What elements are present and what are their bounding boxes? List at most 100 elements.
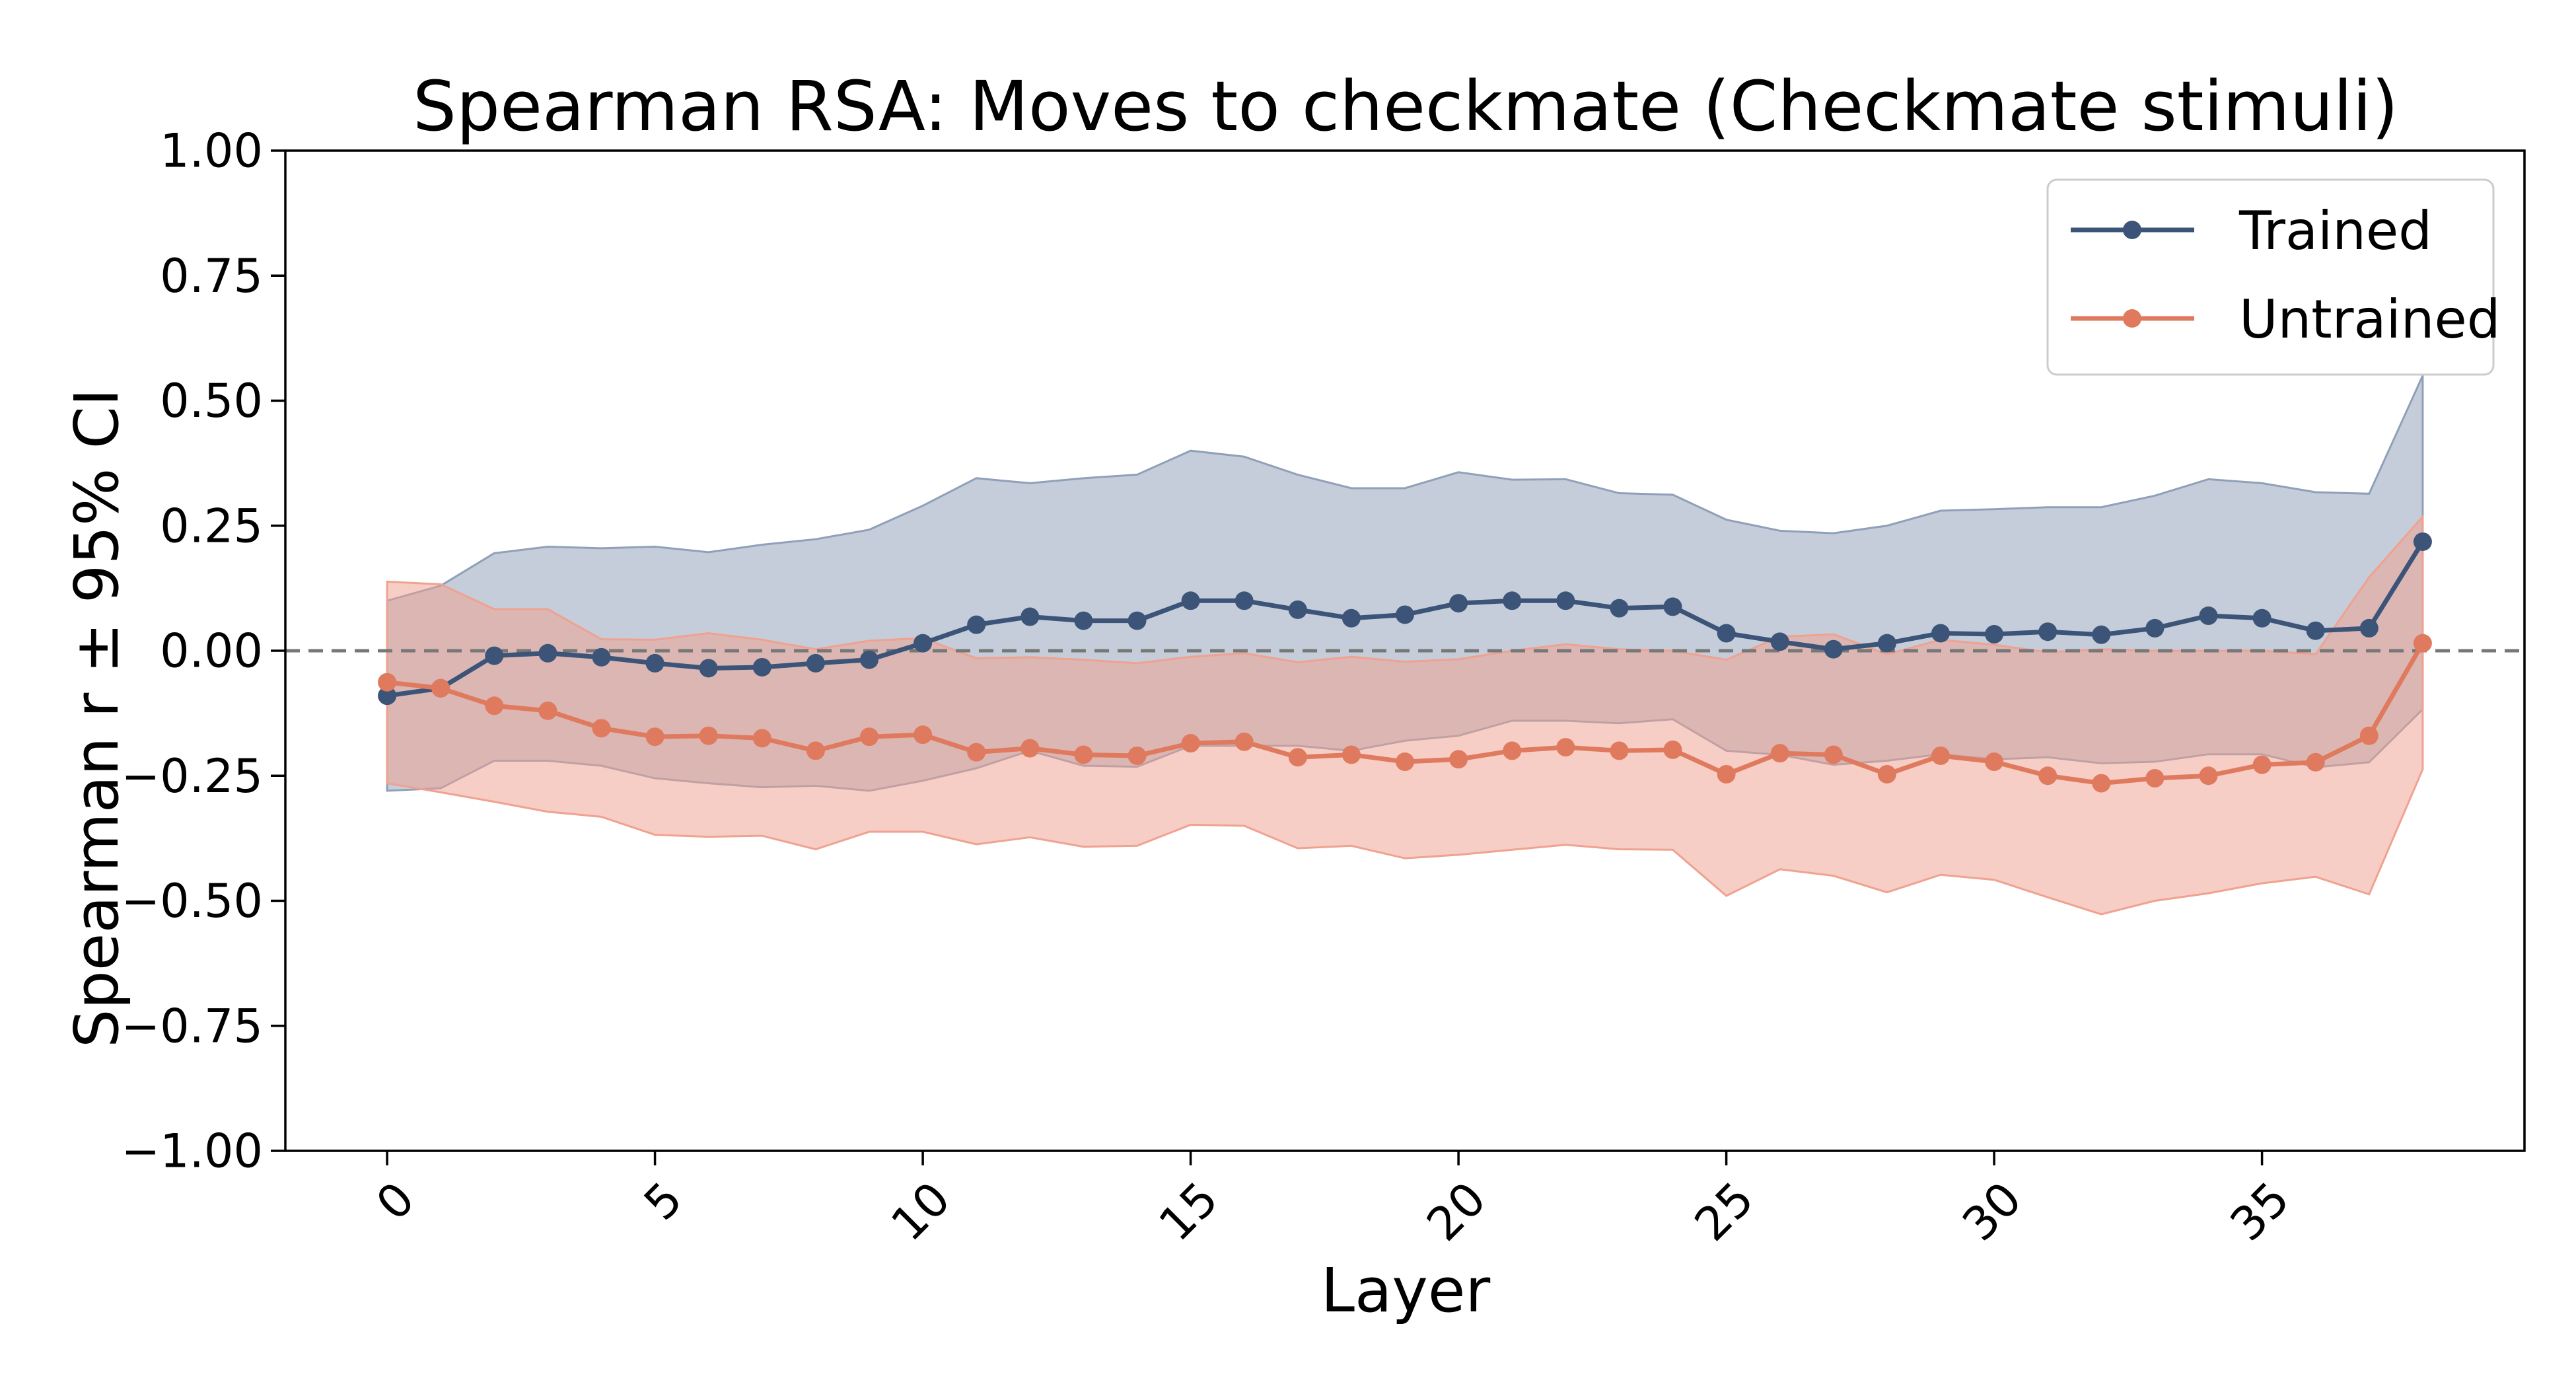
point-trained-layer-8 [806,653,825,673]
point-untrained-layer-33 [2145,769,2165,788]
legend-marker-untrained [2123,309,2141,328]
series-lines [378,532,2432,793]
series-trained [378,532,2432,706]
point-untrained-layer-26 [1770,744,1789,763]
y-tick-label: −0.75 [121,999,263,1053]
point-trained-layer-11 [967,615,986,634]
point-untrained-layer-22 [1556,738,1575,757]
x-tick-label: 35 [2220,1171,2300,1251]
point-trained-layer-2 [485,646,504,665]
point-untrained-layer-16 [1234,732,1254,751]
point-trained-layer-24 [1663,597,1682,616]
point-untrained-layer-37 [2359,726,2379,745]
x-axis-ticks: 0 5 10 15 20 25 30 35 [366,1151,2300,1251]
y-tick-label: 0.50 [160,374,263,428]
x-tick-label: 5 [633,1171,692,1230]
point-untrained-layer-29 [1931,746,1950,765]
point-untrained-layer-25 [1717,764,1736,784]
point-trained-layer-19 [1396,605,1414,624]
point-untrained-layer-18 [1342,745,1361,764]
point-untrained-layer-30 [1985,752,2004,772]
point-untrained-layer-0 [378,673,397,692]
point-untrained-layer-15 [1181,734,1200,753]
point-trained-layer-4 [592,647,611,667]
point-trained-layer-5 [645,653,664,673]
legend-label-trained: Trained [2238,200,2432,262]
chart-title: Spearman RSA: Moves to checkmate (Checkm… [413,66,2398,147]
point-trained-layer-13 [1074,611,1093,630]
point-untrained-layer-1 [431,678,450,698]
point-untrained-layer-12 [1020,739,1040,758]
point-trained-layer-27 [1824,640,1843,659]
point-trained-layer-32 [2092,625,2111,644]
point-untrained-layer-19 [1396,752,1414,772]
point-trained-layer-16 [1234,591,1254,610]
point-untrained-layer-27 [1824,745,1843,764]
legend-label-untrained: Untrained [2239,289,2500,350]
point-trained-layer-12 [1020,607,1040,626]
point-trained-layer-28 [1877,634,1896,653]
point-trained-layer-20 [1449,594,1468,613]
point-trained-layer-25 [1717,624,1736,643]
point-trained-layer-29 [1931,624,1950,643]
x-tick-label: 30 [1952,1171,2032,1251]
point-trained-layer-33 [2145,618,2165,638]
ci-bands [386,375,2424,916]
point-untrained-layer-20 [1449,750,1468,769]
point-untrained-layer-2 [485,696,504,715]
point-untrained-layer-9 [859,727,878,747]
point-untrained-layer-13 [1074,745,1093,764]
point-trained-layer-7 [752,657,771,677]
point-untrained-layer-35 [2252,755,2272,774]
x-axis-label: Layer [1321,1255,1491,1326]
x-tick-label: 25 [1684,1171,1764,1251]
y-tick-label: 0.25 [160,499,263,553]
point-trained-layer-9 [859,650,878,669]
ci-band-untrained [386,514,2424,916]
point-untrained-layer-6 [699,726,718,745]
point-trained-layer-0 [378,686,397,706]
point-trained-layer-3 [538,643,557,663]
point-untrained-layer-5 [645,727,664,747]
y-tick-label: −1.00 [121,1124,263,1179]
y-axis-ticks: −1.00 −0.75 −0.50 −0.25 0.00 0.25 0.50 0.75 1.00 [121,124,285,1179]
point-untrained-layer-38 [2413,634,2432,653]
point-untrained-layer-11 [967,743,986,762]
x-tick-label: 20 [1416,1171,1496,1251]
point-trained-layer-22 [1556,591,1575,610]
point-untrained-layer-31 [2038,766,2057,786]
point-untrained-layer-36 [2306,752,2325,772]
point-untrained-layer-4 [592,719,611,738]
y-axis-label: Spearman r ± 95% CI [61,388,132,1048]
point-trained-layer-26 [1770,632,1789,651]
y-tick-label: 0.00 [160,624,263,678]
point-untrained-layer-3 [538,701,557,720]
point-trained-layer-31 [2038,622,2057,641]
point-untrained-layer-7 [752,729,771,748]
point-untrained-layer-24 [1663,740,1682,759]
point-trained-layer-36 [2306,621,2325,640]
point-trained-layer-17 [1288,600,1307,619]
point-untrained-layer-17 [1288,748,1307,767]
y-tick-label: 1.00 [160,124,263,178]
point-untrained-layer-8 [806,741,825,760]
point-untrained-layer-14 [1127,746,1147,765]
point-untrained-layer-21 [1503,741,1522,760]
y-tick-label: −0.50 [121,874,263,928]
point-trained-layer-37 [2359,618,2379,638]
point-trained-layer-6 [699,659,718,678]
x-tick-label: 0 [366,1171,425,1230]
point-untrained-layer-32 [2092,774,2111,793]
point-trained-layer-10 [913,634,933,653]
point-trained-layer-23 [1610,599,1629,618]
y-tick-label: −0.25 [121,749,263,803]
legend-marker-trained [2123,221,2141,239]
x-tick-label: 15 [1149,1171,1229,1251]
point-untrained-layer-28 [1877,764,1896,784]
point-trained-layer-14 [1127,611,1147,630]
point-trained-layer-15 [1181,591,1200,610]
series-untrained [378,634,2432,793]
legend: Trained Untrained [2046,178,2500,376]
